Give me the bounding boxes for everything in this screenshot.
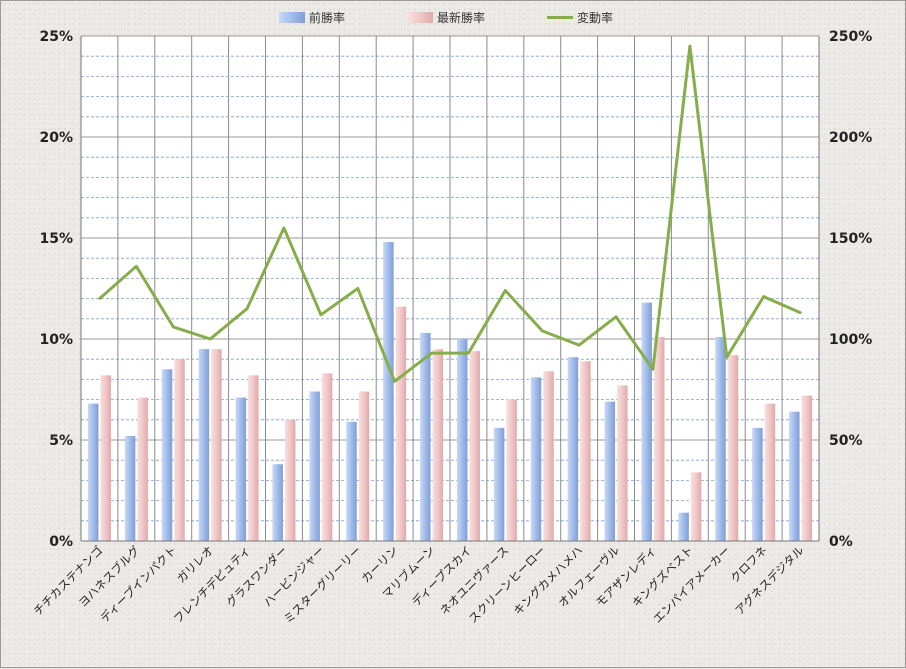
legend-swatch-1 <box>407 12 433 23</box>
point-change-rate-18 <box>762 295 765 298</box>
point-change-rate-2 <box>172 325 175 329</box>
y-left-tick-label: 5% <box>49 433 73 449</box>
bar-latest-4 <box>248 375 259 541</box>
y-right-tick-label: 150% <box>829 231 872 247</box>
chart-legend: 前勝率 最新勝率 変動率 <box>279 10 613 25</box>
point-change-rate-3 <box>208 337 212 341</box>
point-change-rate-10 <box>467 351 470 355</box>
bar-prev-14 <box>604 401 616 541</box>
point-change-rate-16 <box>688 44 692 48</box>
point-change-rate-7 <box>356 287 359 290</box>
bar-prev-1 <box>124 435 136 541</box>
bar-latest-10 <box>469 351 480 541</box>
bar-latest-17 <box>727 355 739 541</box>
bar-prev-8 <box>383 242 394 542</box>
bar-prev-17 <box>715 336 726 541</box>
legend-label-2: 変動率 <box>577 10 613 25</box>
bar-latest-12 <box>543 371 554 541</box>
bar-latest-6 <box>321 373 333 541</box>
bar-latest-18 <box>764 403 776 541</box>
bar-latest-14 <box>617 385 628 541</box>
bar-latest-16 <box>690 472 702 541</box>
bar-latest-15 <box>653 336 665 541</box>
bar-latest-11 <box>506 399 517 541</box>
bar-latest-7 <box>358 391 370 541</box>
line-change-rate <box>98 44 802 383</box>
y-left-tick-label: 25% <box>39 29 73 45</box>
point-change-rate-4 <box>245 307 249 310</box>
legend-label-0: 前勝率 <box>309 10 345 25</box>
point-change-rate-17 <box>725 355 728 359</box>
bar-latest-13 <box>580 361 591 541</box>
bar-latest-8 <box>395 306 407 541</box>
chart-bars <box>87 242 813 542</box>
y-left-tick-label: 20% <box>39 130 73 146</box>
bar-prev-2 <box>161 369 173 541</box>
bar-prev-19 <box>789 411 800 541</box>
point-change-rate-8 <box>393 380 396 383</box>
point-change-rate-15 <box>651 368 655 371</box>
bar-prev-16 <box>678 512 689 541</box>
point-change-rate-1 <box>135 265 138 268</box>
point-change-rate-6 <box>319 313 323 316</box>
chart-line <box>98 44 802 383</box>
bar-prev-12 <box>530 377 542 541</box>
y-right-tick-label: 200% <box>829 130 872 146</box>
bar-latest-5 <box>284 419 296 541</box>
bar-prev-7 <box>346 421 357 541</box>
x-category-label: アグネスデジタル <box>732 543 806 617</box>
legend-label-1: 最新勝率 <box>437 10 485 25</box>
bar-latest-0 <box>100 375 111 541</box>
point-change-rate-5 <box>282 226 286 230</box>
point-change-rate-11 <box>504 289 507 292</box>
point-change-rate-19 <box>799 311 802 314</box>
bar-prev-4 <box>235 397 247 541</box>
bar-prev-13 <box>567 357 579 541</box>
bar-prev-18 <box>752 427 763 541</box>
bar-prev-15 <box>641 302 652 541</box>
bar-prev-3 <box>198 349 210 541</box>
bar-latest-3 <box>211 349 222 541</box>
bar-prev-0 <box>87 403 99 541</box>
bar-latest-9 <box>432 349 444 541</box>
y-right-tick-label: 0% <box>829 534 853 550</box>
bar-latest-2 <box>174 359 185 541</box>
legend-swatch-0 <box>279 12 305 23</box>
bar-latest-19 <box>801 395 813 541</box>
chart-grid <box>80 35 820 542</box>
y-right-tick-label: 50% <box>829 433 863 449</box>
point-change-rate-0 <box>98 297 101 300</box>
bar-prev-11 <box>493 427 505 541</box>
point-change-rate-9 <box>430 351 433 355</box>
point-change-rate-13 <box>577 343 581 347</box>
point-change-rate-12 <box>541 329 544 333</box>
bar-prev-9 <box>420 332 431 541</box>
bar-latest-1 <box>137 397 148 541</box>
bar-prev-10 <box>456 339 468 541</box>
bar-prev-6 <box>309 391 320 541</box>
bar-prev-5 <box>272 464 283 541</box>
y-right-tick-label: 250% <box>829 29 872 45</box>
y-left-tick-label: 15% <box>39 231 73 247</box>
y-left-tick-label: 10% <box>39 332 73 348</box>
y-right-tick-label: 100% <box>829 332 872 348</box>
y-left-tick-label: 0% <box>49 534 73 550</box>
point-change-rate-14 <box>614 315 618 318</box>
